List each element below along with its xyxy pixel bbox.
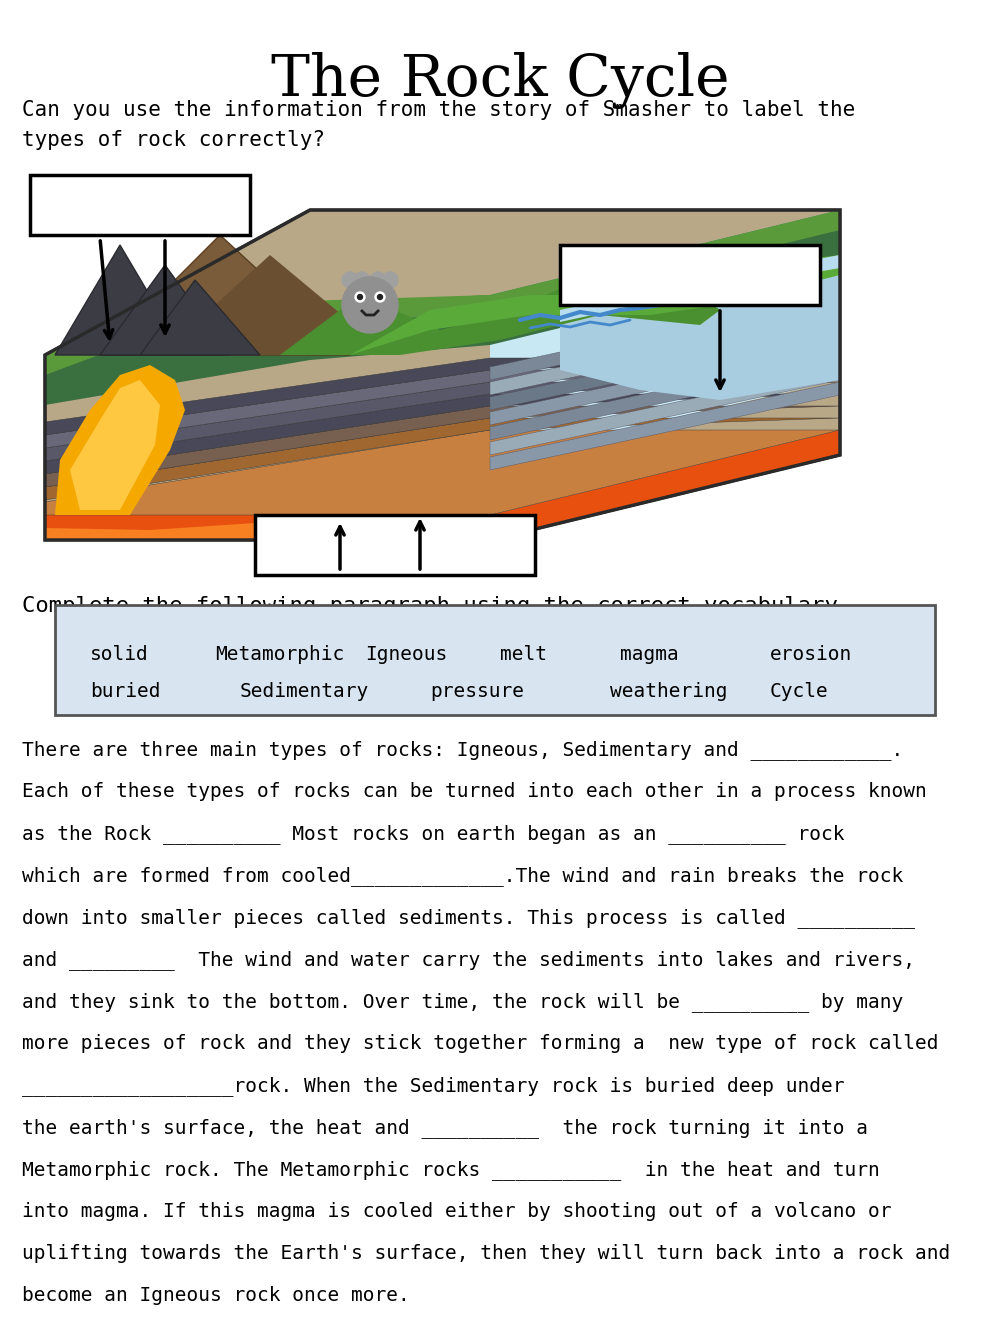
Text: types of rock correctly?: types of rock correctly? <box>22 131 325 151</box>
Text: melt: melt <box>500 645 547 664</box>
Polygon shape <box>45 371 840 448</box>
Polygon shape <box>560 255 840 400</box>
Circle shape <box>358 295 362 300</box>
Circle shape <box>378 295 382 300</box>
Polygon shape <box>280 280 720 355</box>
Polygon shape <box>55 365 185 515</box>
FancyBboxPatch shape <box>30 175 250 235</box>
Circle shape <box>375 292 385 303</box>
Polygon shape <box>100 235 350 355</box>
Text: Sedimentary: Sedimentary <box>240 682 369 701</box>
Circle shape <box>342 277 398 333</box>
Polygon shape <box>45 419 840 500</box>
Text: down into smaller pieces called sediments. This process is called __________: down into smaller pieces called sediment… <box>22 908 915 928</box>
Text: Metamorphic rock. The Metamorphic rocks ___________  in the heat and turn: Metamorphic rock. The Metamorphic rocks … <box>22 1160 880 1180</box>
Circle shape <box>354 272 370 288</box>
Polygon shape <box>560 255 840 323</box>
Text: the earth's surface, the heat and __________  the rock turning it into a: the earth's surface, the heat and ______… <box>22 1118 868 1138</box>
Text: uplifting towards the Earth's surface, then they will turn back into a rock and: uplifting towards the Earth's surface, t… <box>22 1244 950 1262</box>
FancyBboxPatch shape <box>560 245 820 305</box>
Polygon shape <box>45 359 840 435</box>
Text: buried: buried <box>90 682 160 701</box>
Polygon shape <box>490 307 840 395</box>
Text: The Rock Cycle: The Rock Cycle <box>271 52 729 109</box>
Circle shape <box>355 292 365 303</box>
Polygon shape <box>490 323 840 411</box>
Text: Cycle: Cycle <box>770 682 829 701</box>
Text: Igneous: Igneous <box>365 645 447 664</box>
Polygon shape <box>350 255 840 355</box>
FancyBboxPatch shape <box>55 605 935 714</box>
Polygon shape <box>45 431 840 515</box>
Polygon shape <box>45 211 840 405</box>
Polygon shape <box>490 292 840 380</box>
Polygon shape <box>45 211 840 375</box>
Polygon shape <box>55 245 185 355</box>
Text: weathering: weathering <box>610 682 728 701</box>
Text: solid: solid <box>90 645 149 664</box>
Polygon shape <box>45 395 840 475</box>
Text: become an Igneous rock once more.: become an Igneous rock once more. <box>22 1286 410 1305</box>
Text: more pieces of rock and they stick together forming a  new type of rock called: more pieces of rock and they stick toget… <box>22 1034 938 1053</box>
Text: magma: magma <box>620 645 679 664</box>
Text: __________________rock. When the Sedimentary rock is buried deep under: __________________rock. When the Sedimen… <box>22 1076 844 1096</box>
Text: as the Rock __________ Most rocks on earth began as an __________ rock: as the Rock __________ Most rocks on ear… <box>22 824 844 844</box>
Polygon shape <box>45 520 300 540</box>
Polygon shape <box>490 211 840 460</box>
Text: Metamorphic: Metamorphic <box>215 645 344 664</box>
Polygon shape <box>490 383 840 471</box>
Text: erosion: erosion <box>770 645 852 664</box>
Text: which are formed from cooled_____________.The wind and rain breaks the rock: which are formed from cooled____________… <box>22 866 903 886</box>
Polygon shape <box>490 367 840 455</box>
Polygon shape <box>160 255 390 355</box>
FancyBboxPatch shape <box>255 515 535 575</box>
Text: pressure: pressure <box>430 682 524 701</box>
Polygon shape <box>45 431 840 540</box>
Polygon shape <box>45 383 840 461</box>
Polygon shape <box>70 380 160 511</box>
Text: Each of these types of rocks can be turned into each other in a process known: Each of these types of rocks can be turn… <box>22 782 927 801</box>
Polygon shape <box>490 337 840 425</box>
Polygon shape <box>140 280 260 355</box>
Polygon shape <box>100 265 230 355</box>
Polygon shape <box>45 407 840 487</box>
Text: into magma. If this magma is cooled either by shooting out of a volcano or: into magma. If this magma is cooled eith… <box>22 1202 892 1221</box>
Text: and _________  The wind and water carry the sediments into lakes and rivers,: and _________ The wind and water carry t… <box>22 950 915 970</box>
Text: Can you use the information from the story of Smasher to label the: Can you use the information from the sto… <box>22 100 855 120</box>
Circle shape <box>342 272 358 288</box>
Text: Complete the following paragraph using the correct vocabulary.: Complete the following paragraph using t… <box>22 596 851 616</box>
Polygon shape <box>490 352 840 440</box>
Circle shape <box>370 272 386 288</box>
Text: and they sink to the bottom. Over time, the rock will be __________ by many: and they sink to the bottom. Over time, … <box>22 992 903 1012</box>
Circle shape <box>382 272 398 288</box>
Polygon shape <box>45 211 840 540</box>
Text: There are three main types of rocks: Igneous, Sedimentary and ____________.: There are three main types of rocks: Ign… <box>22 740 903 760</box>
